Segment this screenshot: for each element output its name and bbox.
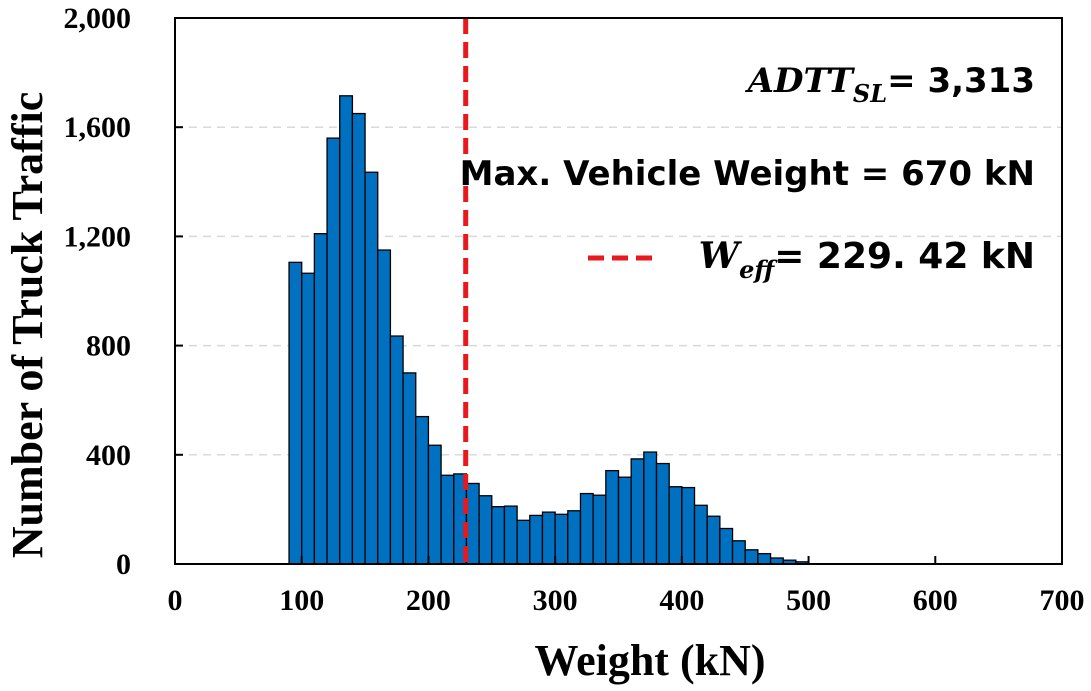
histogram-bar [465, 482, 480, 565]
x-tick-label: 700 [1040, 584, 1085, 617]
histogram-bar [415, 415, 430, 565]
y-tick-label: 400 [86, 439, 131, 472]
histogram-bar [364, 171, 379, 565]
x-tick-label: 600 [913, 584, 958, 617]
histogram-bar [516, 519, 531, 565]
y-tick-label: 1,200 [64, 220, 132, 253]
histogram-bar [288, 261, 303, 565]
histogram-bar [427, 444, 442, 565]
histogram-bar [655, 462, 670, 565]
histogram-bar [503, 505, 518, 565]
svg-text:ADTTSL= 3,313: ADTTSL= 3,313 [745, 61, 1035, 108]
adtt-value: = 3,313 [887, 61, 1035, 101]
adtt-sub: SL [853, 79, 887, 108]
histogram-bar [617, 476, 632, 565]
x-tick-label: 100 [279, 584, 324, 617]
histogram-bar [326, 137, 341, 565]
adtt-main: ADTT [745, 61, 856, 101]
annotation-adtt: ADTTSL= 3,313 [745, 61, 1035, 108]
histogram-bar [681, 486, 696, 565]
histogram-bar [605, 469, 620, 565]
histogram-bars [288, 95, 810, 565]
histogram-bar [643, 451, 658, 565]
histogram-bar [301, 272, 316, 565]
histogram-bar [719, 527, 734, 565]
x-tick-label: 200 [406, 584, 451, 617]
x-axis-label: Weight (kN) [535, 636, 766, 685]
histogram-bar [567, 510, 582, 565]
histogram-bar [757, 552, 772, 565]
y-tick-label: 800 [86, 330, 131, 363]
histogram-bar [541, 511, 556, 565]
plot-area-frame [174, 17, 1063, 565]
x-tick-label: 300 [533, 584, 578, 617]
histogram-bar [668, 486, 683, 565]
w-eff-value: = 229. 42 kN [774, 236, 1035, 277]
histogram-bar [592, 494, 607, 565]
annotation-w-eff: Weff= 229. 42 kN [588, 235, 1035, 284]
histogram-bar [339, 95, 354, 565]
w-eff-sub: eff [739, 255, 778, 284]
histogram-bar [744, 549, 759, 565]
histogram-bar [389, 335, 404, 565]
x-tick-label: 400 [659, 584, 704, 617]
histogram-bar [579, 492, 594, 565]
y-axis-label: Number of Truck Traffic [3, 92, 52, 558]
histogram-bar [491, 506, 506, 565]
histogram-bar [440, 474, 455, 565]
histogram-bar [402, 372, 417, 565]
y-tick-label: 0 [116, 548, 131, 581]
histogram-bar [630, 458, 645, 565]
svg-text:Weff= 229. 42 kN: Weff= 229. 42 kN [699, 235, 1035, 284]
y-tick-label: 2,000 [64, 2, 132, 35]
y-tick-label: 1,600 [64, 111, 132, 144]
w-eff-main: W [699, 235, 743, 277]
x-tick-label: 500 [786, 584, 831, 617]
histogram-bar [478, 495, 493, 565]
histogram-bar [351, 112, 366, 565]
x-tick-label: 0 [168, 584, 183, 617]
histogram-bar [693, 504, 708, 565]
histogram-bar [554, 513, 569, 565]
histogram-bar [706, 515, 721, 565]
histogram-bar [731, 540, 746, 565]
annotation-max-weight: Max. Vehicle Weight = 670 kN [460, 154, 1035, 194]
x-axis-ticks: 0 100 200 300 400 500 600 700 [168, 556, 1085, 617]
y-axis-ticks: 0 400 800 1,200 1,600 2,000 [64, 2, 183, 581]
histogram-bar [313, 233, 328, 565]
histogram-bar [529, 514, 544, 565]
histogram-bar [377, 249, 392, 565]
